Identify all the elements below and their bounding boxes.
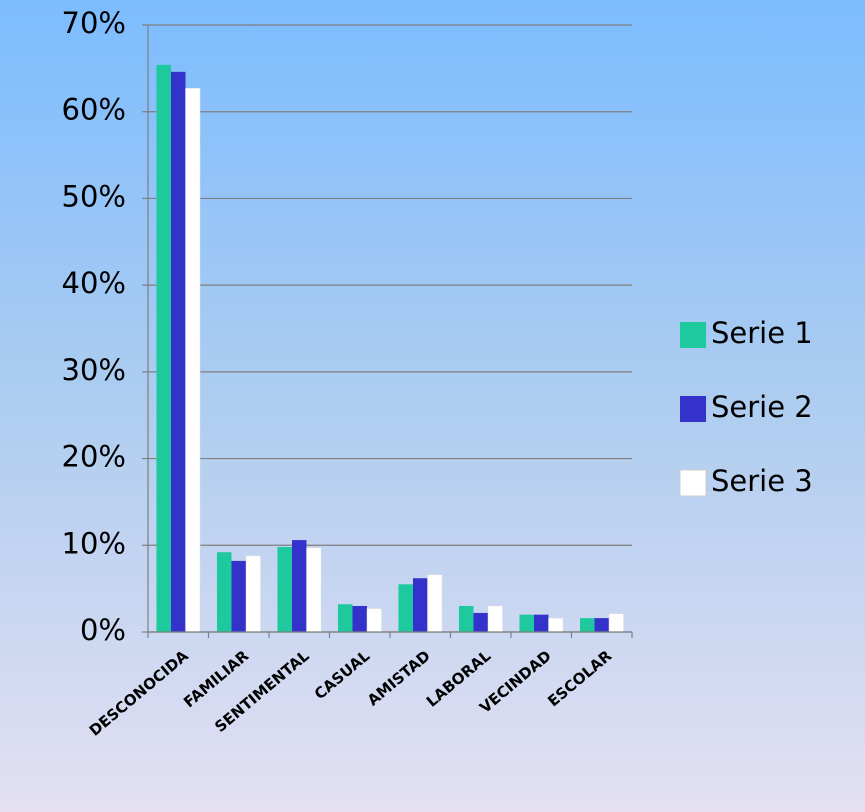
y-tick-label: 10%	[62, 526, 126, 560]
bar	[185, 88, 201, 633]
legend-label: Serie 2	[711, 390, 813, 424]
bar	[170, 71, 186, 633]
y-tick-label: 70%	[62, 6, 126, 40]
bar	[579, 618, 595, 632]
y-tick-label: 50%	[62, 179, 126, 213]
y-tick-label: 60%	[62, 93, 126, 127]
bar	[398, 584, 413, 632]
bar	[216, 552, 232, 632]
legend-swatch	[679, 469, 707, 497]
bar	[231, 560, 247, 632]
bar	[608, 613, 624, 633]
bar	[352, 605, 368, 632]
bar	[337, 604, 353, 632]
bar	[594, 618, 610, 632]
bar	[519, 614, 534, 632]
bar	[245, 555, 261, 633]
bar	[156, 64, 171, 633]
bar	[458, 605, 474, 632]
bar	[277, 547, 292, 632]
y-tick-label: 40%	[62, 266, 126, 300]
bar	[473, 612, 489, 632]
legend-label: Serie 1	[711, 316, 813, 350]
bar	[427, 574, 443, 633]
bar	[412, 578, 428, 632]
legend-swatch	[680, 322, 706, 348]
y-tick-label: 0%	[80, 613, 126, 647]
bar	[291, 540, 307, 632]
y-tick-label: 20%	[62, 440, 126, 474]
bar	[487, 605, 503, 633]
bar	[548, 617, 564, 633]
y-tick-label: 30%	[62, 353, 126, 387]
legend-swatch	[680, 396, 706, 422]
bar	[306, 547, 322, 633]
bar	[533, 614, 549, 632]
bar	[366, 608, 382, 633]
legend-label: Serie 3	[711, 464, 813, 498]
